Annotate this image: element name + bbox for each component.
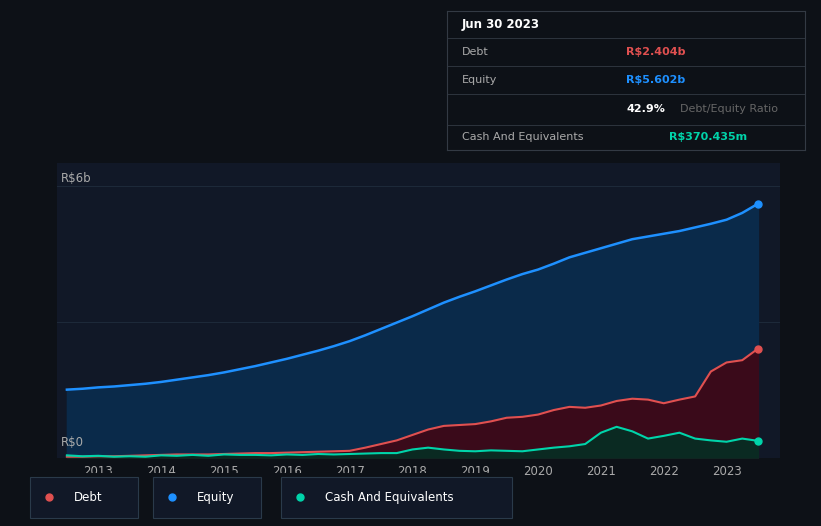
- Text: Debt: Debt: [461, 47, 488, 57]
- Text: Debt: Debt: [74, 491, 103, 503]
- Text: R$6b: R$6b: [61, 172, 92, 185]
- Text: R$2.404b: R$2.404b: [626, 47, 686, 57]
- Text: Equity: Equity: [197, 491, 235, 503]
- FancyBboxPatch shape: [281, 477, 512, 519]
- Text: Debt/Equity Ratio: Debt/Equity Ratio: [680, 105, 777, 115]
- FancyBboxPatch shape: [30, 477, 138, 519]
- Text: R$370.435m: R$370.435m: [669, 133, 747, 143]
- FancyBboxPatch shape: [153, 477, 261, 519]
- Text: Cash And Equivalents: Cash And Equivalents: [461, 133, 583, 143]
- Text: R$0: R$0: [61, 436, 84, 449]
- Text: Equity: Equity: [461, 75, 497, 85]
- Text: Cash And Equivalents: Cash And Equivalents: [325, 491, 454, 503]
- Text: R$5.602b: R$5.602b: [626, 75, 686, 85]
- Text: Jun 30 2023: Jun 30 2023: [461, 18, 539, 31]
- Text: 42.9%: 42.9%: [626, 105, 665, 115]
